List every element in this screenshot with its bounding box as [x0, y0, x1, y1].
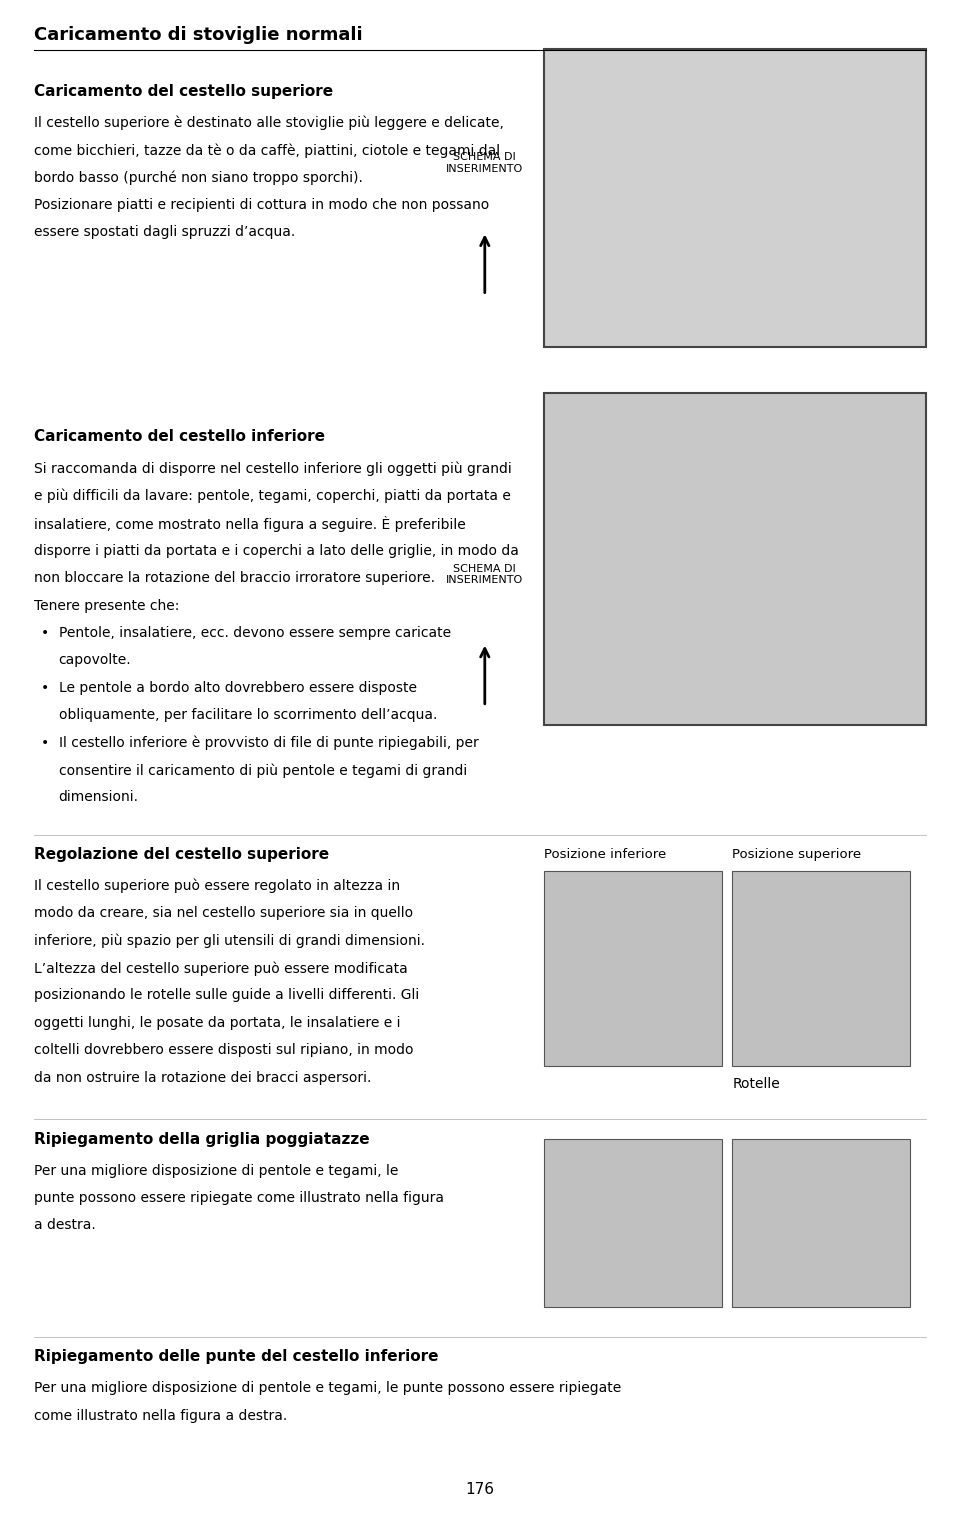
Text: Rotelle: Rotelle: [732, 1077, 780, 1090]
Text: disporre i piatti da portata e i coperchi a lato delle griglie, in modo da: disporre i piatti da portata e i coperch…: [34, 544, 518, 557]
Text: Si raccomanda di disporre nel cestello inferiore gli oggetti più grandi: Si raccomanda di disporre nel cestello i…: [34, 461, 512, 477]
Text: Per una migliore disposizione di pentole e tegami, le punte possono essere ripie: Per una migliore disposizione di pentole…: [34, 1381, 621, 1395]
Bar: [732, 1139, 910, 1307]
Text: •: •: [41, 626, 50, 640]
Text: Tenere presente che:: Tenere presente che:: [34, 599, 179, 612]
Text: punte possono essere ripiegate come illustrato nella figura: punte possono essere ripiegate come illu…: [34, 1191, 444, 1205]
Text: dimensioni.: dimensioni.: [59, 790, 138, 804]
Text: non bloccare la rotazione del braccio irroratore superiore.: non bloccare la rotazione del braccio ir…: [34, 571, 435, 585]
Text: oggetti lunghi, le posate da portata, le insalatiere e i: oggetti lunghi, le posate da portata, le…: [34, 1016, 400, 1030]
Text: Caricamento del cestello superiore: Caricamento del cestello superiore: [34, 84, 333, 99]
Text: SCHEMA DI
INSERIMENTO: SCHEMA DI INSERIMENTO: [446, 152, 523, 174]
Text: obliquamente, per facilitare lo scorrimento dell’acqua.: obliquamente, per facilitare lo scorrime…: [59, 708, 437, 722]
Text: bordo basso (purché non siano troppo sporchi).: bordo basso (purché non siano troppo spo…: [34, 171, 363, 186]
Text: Il cestello superiore può essere regolato in altezza in: Il cestello superiore può essere regolat…: [34, 879, 399, 894]
Text: Regolazione del cestello superiore: Regolazione del cestello superiore: [34, 847, 328, 862]
Text: 176: 176: [466, 1482, 494, 1497]
Text: Posizionare piatti e recipienti di cottura in modo che non possano: Posizionare piatti e recipienti di cottu…: [34, 198, 489, 212]
Text: •: •: [41, 681, 50, 694]
Text: consentire il caricamento di più pentole e tegami di grandi: consentire il caricamento di più pentole…: [59, 763, 467, 778]
Bar: [544, 49, 926, 347]
Text: Posizione superiore: Posizione superiore: [732, 848, 862, 862]
Text: come illustrato nella figura a destra.: come illustrato nella figura a destra.: [34, 1409, 287, 1422]
Text: SCHEMA DI
INSERIMENTO: SCHEMA DI INSERIMENTO: [446, 564, 523, 585]
Text: Posizione inferiore: Posizione inferiore: [544, 848, 666, 862]
Bar: [544, 393, 926, 725]
Bar: [544, 871, 722, 1066]
Text: posizionando le rotelle sulle guide a livelli differenti. Gli: posizionando le rotelle sulle guide a li…: [34, 988, 419, 1002]
Text: Le pentole a bordo alto dovrebbero essere disposte: Le pentole a bordo alto dovrebbero esser…: [59, 681, 417, 694]
Text: da non ostruire la rotazione dei bracci aspersori.: da non ostruire la rotazione dei bracci …: [34, 1071, 371, 1084]
Text: Il cestello inferiore è provvisto di file di punte ripiegabili, per: Il cestello inferiore è provvisto di fil…: [59, 736, 478, 751]
Text: L’altezza del cestello superiore può essere modificata: L’altezza del cestello superiore può ess…: [34, 961, 407, 976]
Text: Pentole, insalatiere, ecc. devono essere sempre caricate: Pentole, insalatiere, ecc. devono essere…: [59, 626, 450, 640]
Text: a destra.: a destra.: [34, 1218, 95, 1232]
Text: coltelli dovrebbero essere disposti sul ripiano, in modo: coltelli dovrebbero essere disposti sul …: [34, 1043, 413, 1057]
Text: e più difficili da lavare: pentole, tegami, coperchi, piatti da portata e: e più difficili da lavare: pentole, tega…: [34, 489, 511, 504]
Text: insalatiere, come mostrato nella figura a seguire. È preferibile: insalatiere, come mostrato nella figura …: [34, 516, 466, 533]
Text: Caricamento del cestello inferiore: Caricamento del cestello inferiore: [34, 429, 324, 445]
Bar: [732, 871, 910, 1066]
Text: modo da creare, sia nel cestello superiore sia in quello: modo da creare, sia nel cestello superio…: [34, 906, 413, 920]
Text: capovolte.: capovolte.: [59, 653, 132, 667]
Text: come bicchieri, tazze da tè o da caffè, piattini, ciotole e tegami dal: come bicchieri, tazze da tè o da caffè, …: [34, 143, 500, 158]
Text: essere spostati dagli spruzzi d’acqua.: essere spostati dagli spruzzi d’acqua.: [34, 225, 295, 239]
Text: Ripiegamento delle punte del cestello inferiore: Ripiegamento delle punte del cestello in…: [34, 1349, 438, 1365]
Text: Ripiegamento della griglia poggiatazze: Ripiegamento della griglia poggiatazze: [34, 1132, 370, 1147]
Text: Il cestello superiore è destinato alle stoviglie più leggere e delicate,: Il cestello superiore è destinato alle s…: [34, 116, 503, 131]
Text: inferiore, più spazio per gli utensili di grandi dimensioni.: inferiore, più spazio per gli utensili d…: [34, 934, 424, 949]
Bar: [544, 1139, 722, 1307]
Text: •: •: [41, 736, 50, 749]
Text: Per una migliore disposizione di pentole e tegami, le: Per una migliore disposizione di pentole…: [34, 1164, 398, 1177]
Text: Caricamento di stoviglie normali: Caricamento di stoviglie normali: [34, 26, 362, 44]
